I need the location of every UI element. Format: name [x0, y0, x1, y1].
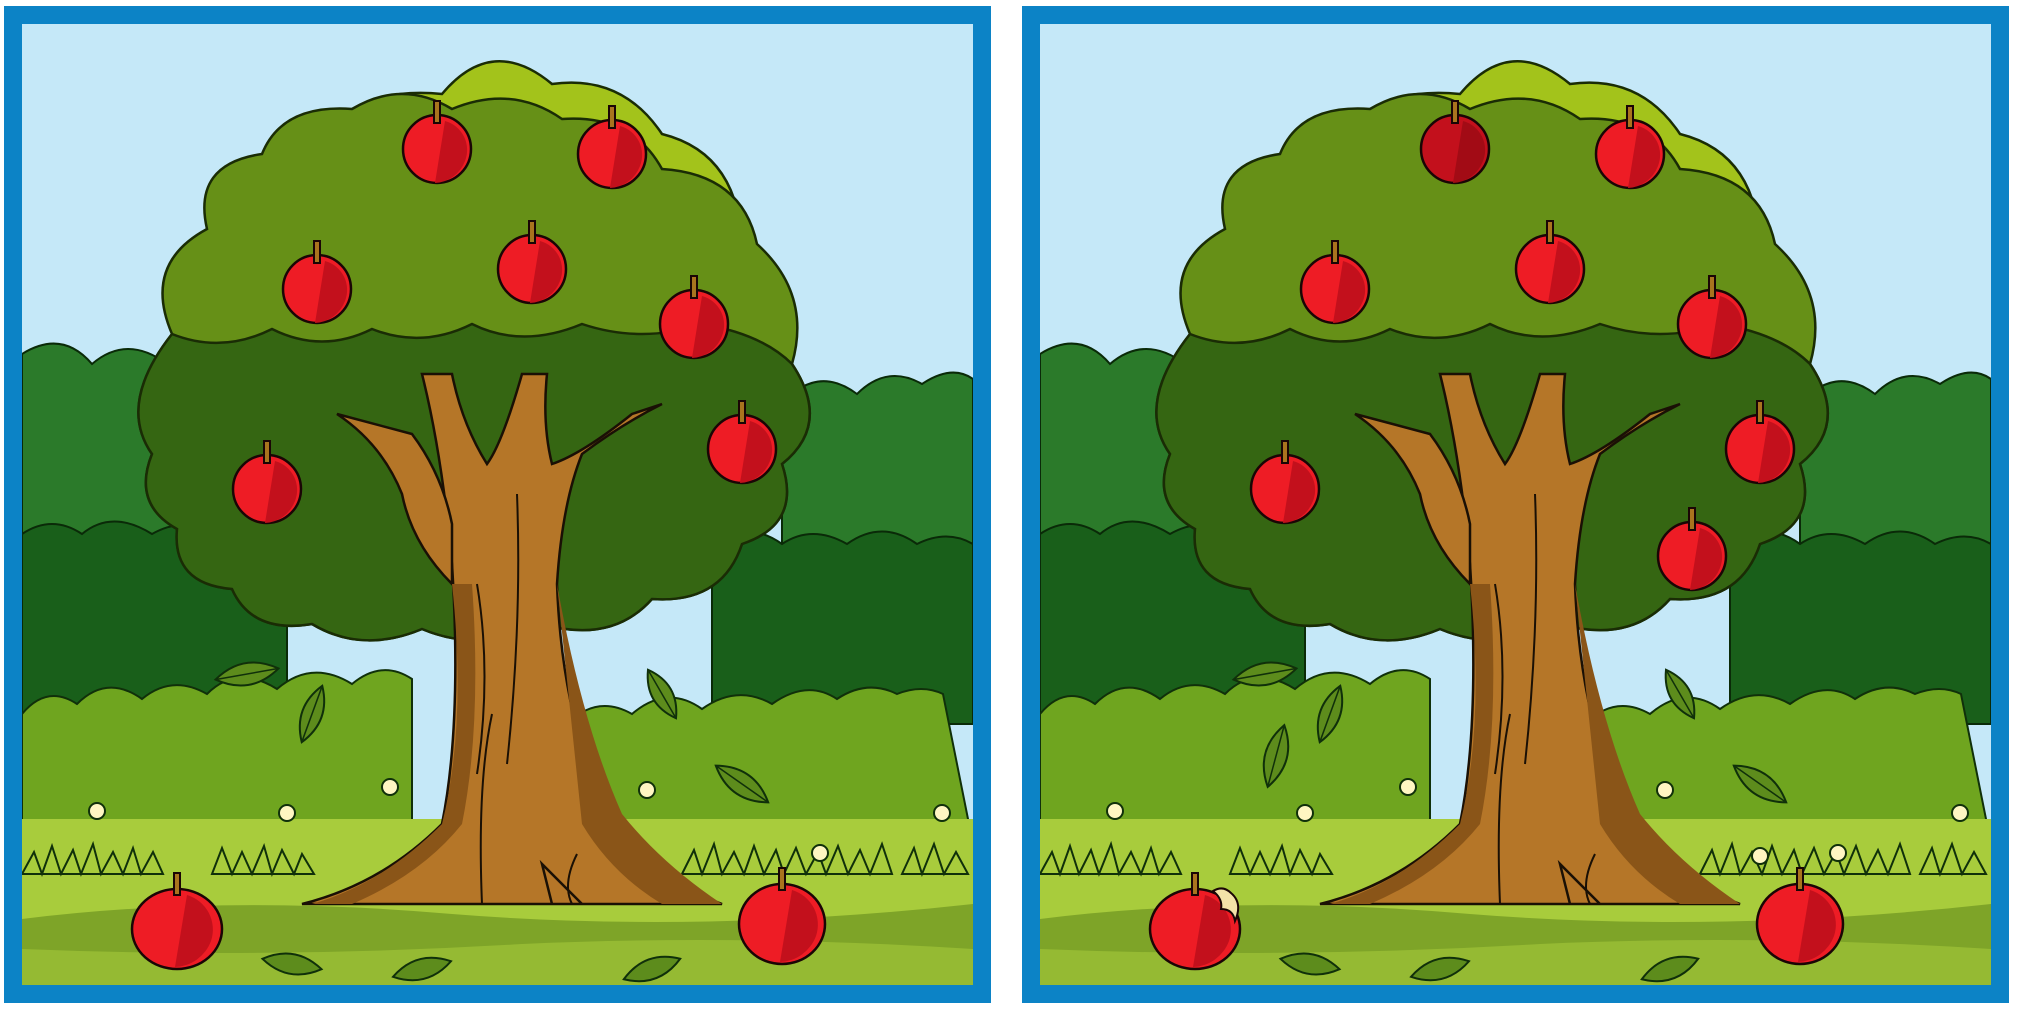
- flower-dots: [88, 778, 951, 862]
- apple-icon: [1724, 400, 1796, 485]
- apple-icon: [1419, 100, 1491, 185]
- flower-dot-icon: [278, 804, 296, 822]
- apple-icon: [576, 105, 648, 190]
- flower-dots: [1106, 778, 1969, 865]
- flower-dot-icon: [88, 802, 106, 820]
- leaf-icon: [1278, 952, 1342, 976]
- apples-on-tree: [1249, 100, 1796, 592]
- leaf-icon: [1409, 956, 1471, 982]
- bitten-apple-icon: [1148, 872, 1242, 971]
- apple-icon: [1594, 105, 1666, 190]
- falling-leaves: [1231, 661, 1788, 983]
- leaf-icon: [1664, 668, 1696, 720]
- leaf-icon: [298, 684, 326, 744]
- flower-dot-icon: [1296, 804, 1314, 822]
- leaf-icon: [1640, 955, 1700, 983]
- leaf-icon: [1231, 661, 1299, 687]
- apple-icon: [1656, 507, 1728, 592]
- leaf-icon: [1316, 684, 1344, 744]
- flower-dot-icon: [638, 781, 656, 799]
- flower-dot-icon: [1656, 781, 1674, 799]
- apple-icon: [706, 400, 778, 485]
- apple-icon: [496, 220, 568, 305]
- apples-on-tree: [231, 100, 778, 525]
- apple-icon: [658, 275, 730, 360]
- apples-on-ground: [1148, 867, 1845, 971]
- apple-icon: [1514, 220, 1586, 305]
- leaf-icon: [260, 952, 324, 976]
- left-picture-panel[interactable]: [4, 6, 991, 1003]
- flower-dot-icon: [381, 778, 399, 796]
- leaf-icon: [213, 661, 281, 687]
- right-picture-panel[interactable]: [1022, 6, 2009, 1003]
- left-scene: [22, 24, 973, 985]
- right-scene: [1040, 24, 1991, 985]
- flower-dot-icon: [811, 844, 829, 862]
- apple-icon: [1676, 275, 1748, 360]
- flower-dot-icon: [1106, 802, 1124, 820]
- leaf-icon: [1732, 764, 1788, 804]
- leaf-icon: [391, 956, 453, 982]
- flower-dot-icon: [1751, 847, 1769, 865]
- flower-dot-icon: [1399, 778, 1417, 796]
- flower-dot-icon: [1951, 804, 1969, 822]
- apple-icon: [737, 867, 827, 966]
- apple-icon: [130, 872, 224, 971]
- flower-dot-icon: [1829, 844, 1847, 862]
- leaf-icon: [646, 668, 678, 720]
- flower-dot-icon: [933, 804, 951, 822]
- falling-leaves: [213, 661, 770, 983]
- apple-icon: [231, 440, 303, 525]
- apple-icon: [401, 100, 473, 185]
- apple-icon: [1249, 440, 1321, 525]
- leaf-icon: [622, 955, 682, 983]
- leaf-icon: [1262, 723, 1290, 789]
- apple-icon: [1299, 240, 1371, 325]
- apple-icon: [281, 240, 353, 325]
- leaf-icon: [714, 764, 770, 804]
- apples-on-ground: [130, 867, 827, 971]
- apple-icon: [1755, 867, 1845, 966]
